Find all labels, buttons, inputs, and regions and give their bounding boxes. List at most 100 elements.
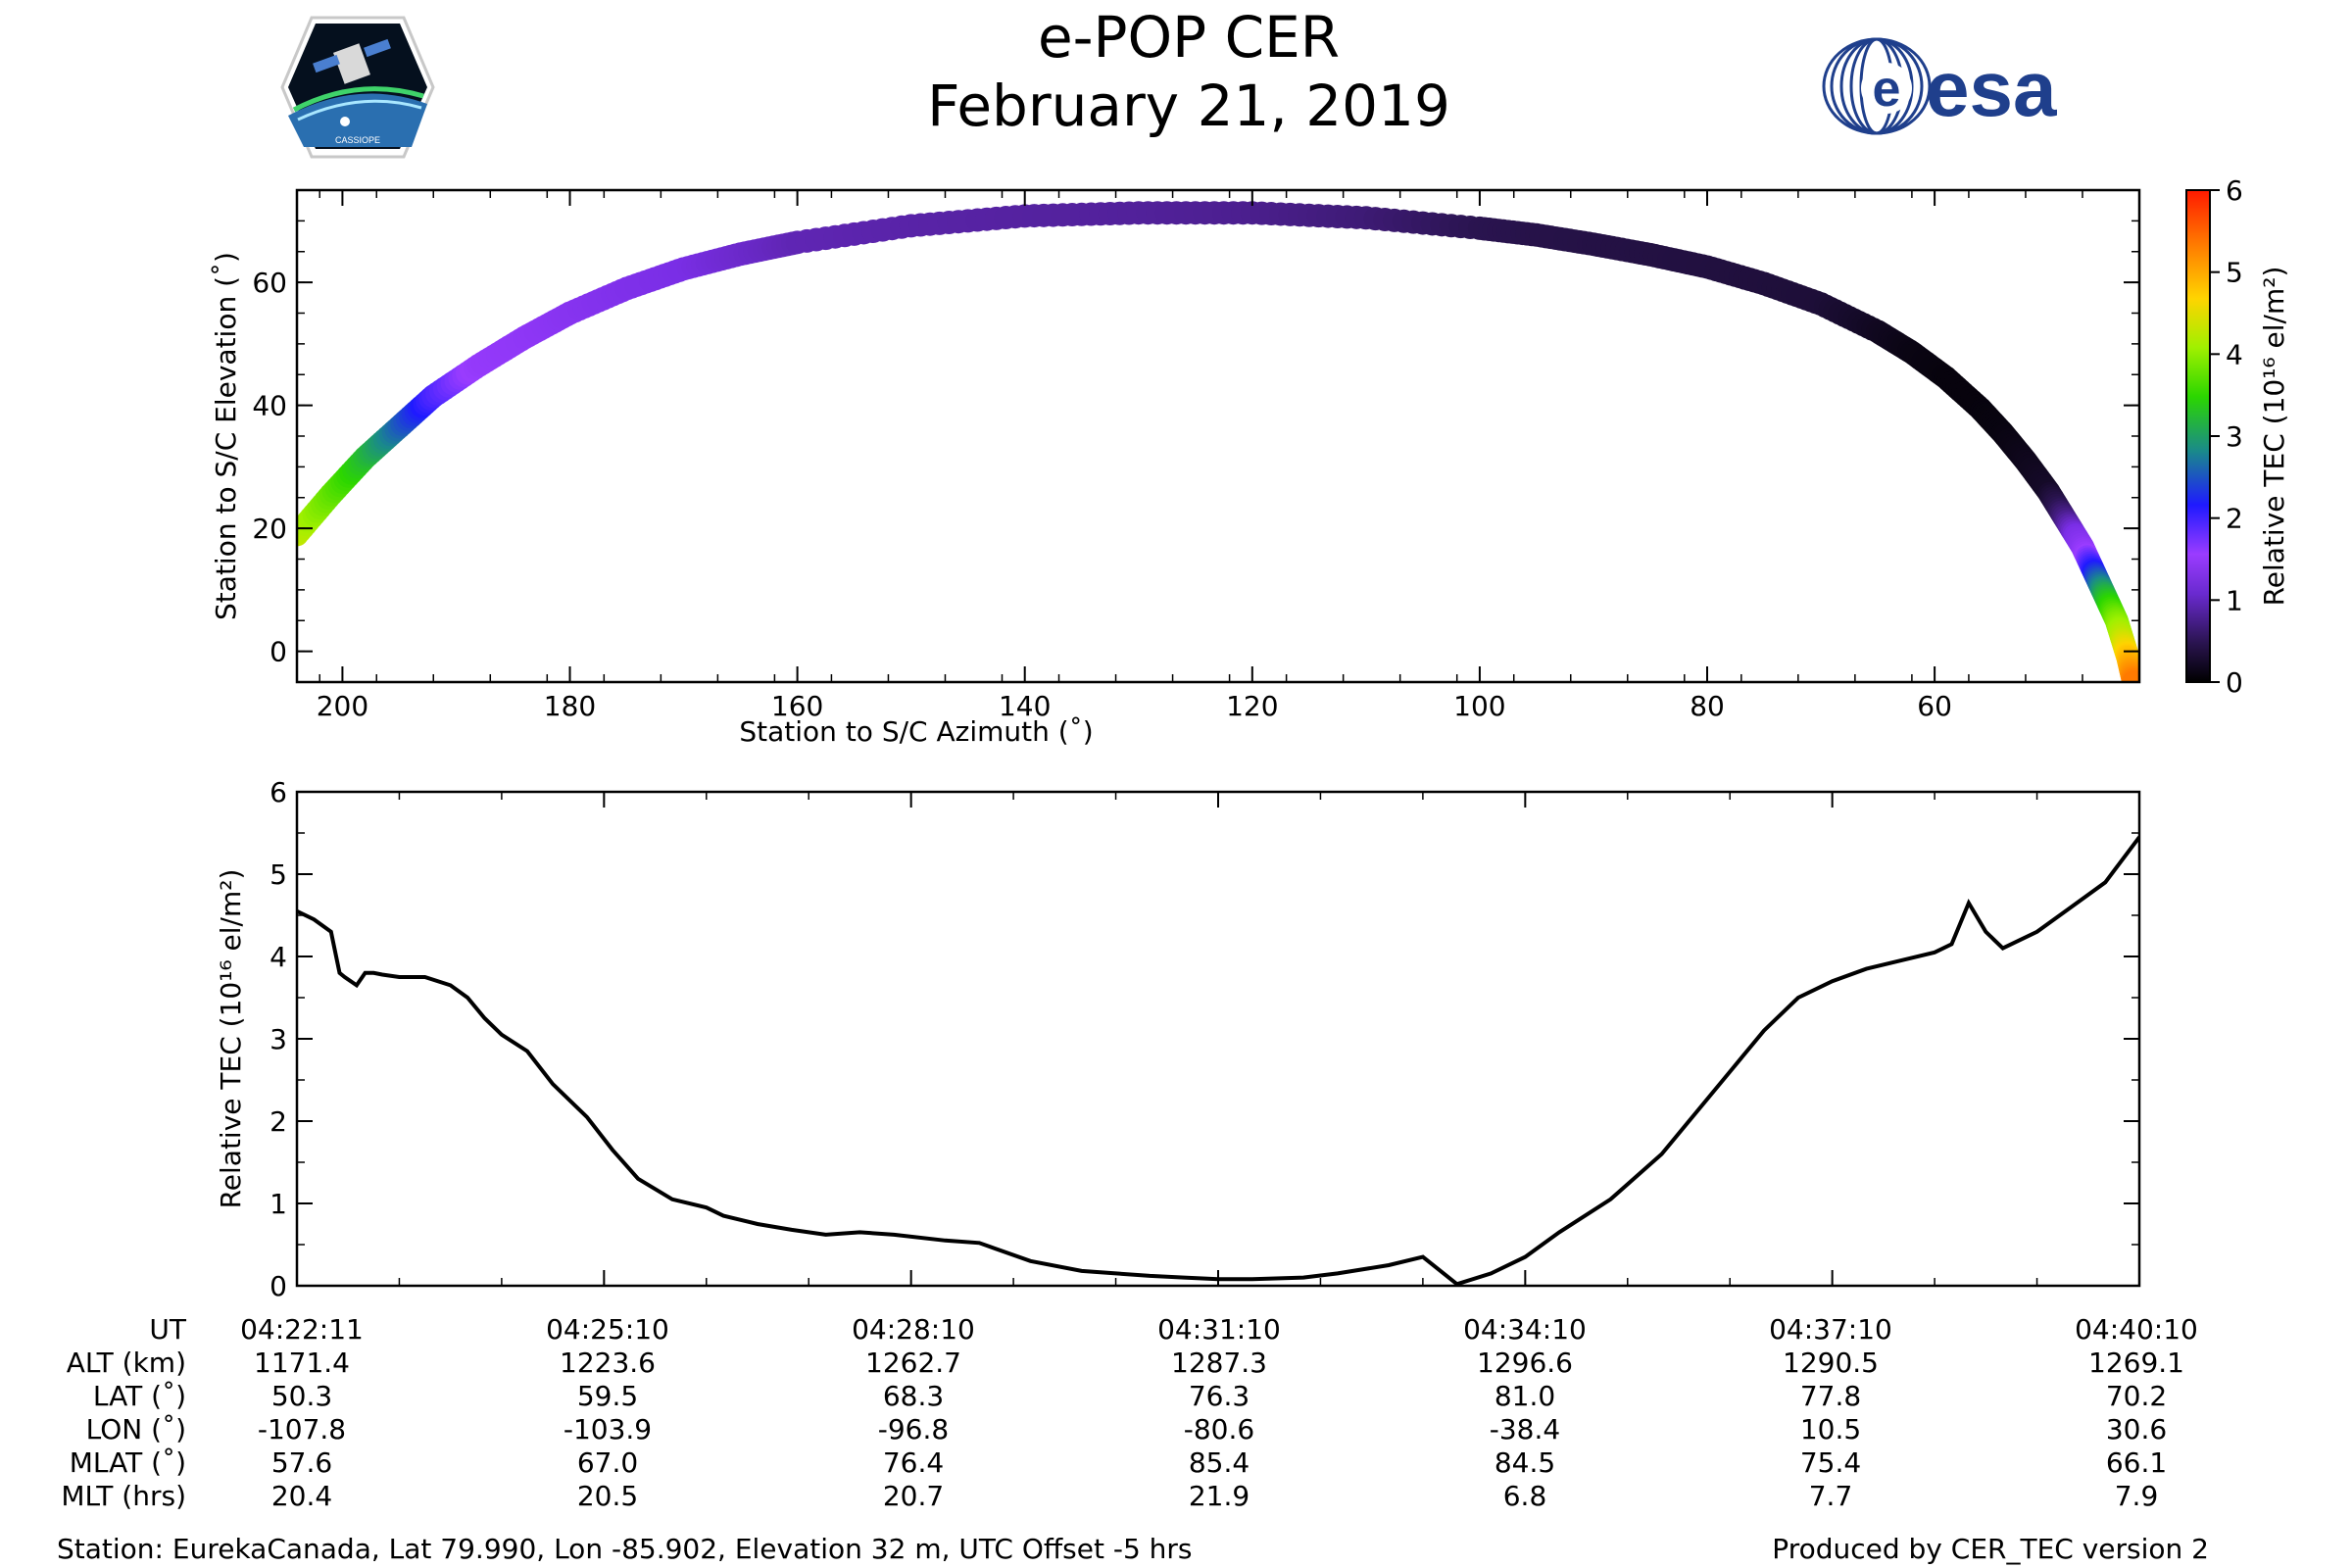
plot1-xlabel: Station to S/C Azimuth (˚) [739,715,1093,748]
x-tick-label: 60 [1917,690,1952,722]
ephemeris-cell: 04:40:10 [2075,1313,2198,1346]
ephemeris-cell: 10.5 [1800,1413,1861,1446]
ephemeris-cell: 30.6 [2106,1413,2167,1446]
y-tick-label: 3 [270,1023,287,1055]
ephemeris-cell: 21.9 [1189,1480,1250,1512]
ephemeris-cell: 1290.5 [1783,1347,1879,1379]
ephemeris-row-label: LON (˚) [86,1413,186,1446]
ephemeris-cell: 04:28:10 [852,1313,975,1346]
footer-producer: Produced by CER_TEC version 2 [1772,1533,2209,1565]
ephemeris-cell: 04:22:11 [240,1313,364,1346]
ephemeris-cell: 20.5 [577,1480,638,1512]
ephemeris-cell: 84.5 [1494,1446,1555,1479]
ephemeris-row-label: ALT (km) [67,1347,186,1379]
colorbar-ticks: 0 1 2 3 4 5 6 [2210,174,2243,699]
ephemeris-cell: 75.4 [1800,1446,1861,1479]
y-tick-label: 4 [270,941,287,973]
ephemeris-cell: 6.8 [1503,1480,1547,1512]
ephemeris-cell: 1296.6 [1477,1347,1573,1379]
colorbar-tick-label: 4 [2226,338,2243,370]
plot1-frame [295,188,2141,684]
ephemeris-cell: 1287.3 [1171,1347,1267,1379]
y-tick-label: 0 [270,636,287,668]
tec-series-line [297,835,2139,1286]
sky-track-plot: 200 180 160 140 120 100 80 60 0 20 40 60 Station to… [210,188,2141,748]
ephemeris-cell: 20.4 [271,1480,332,1512]
colorbar-gradient [2185,189,2211,683]
ephemeris-cell: 57.6 [271,1446,332,1479]
colorbar-tick-label: 0 [2226,666,2243,699]
ephemeris-cell: 04:34:10 [1463,1313,1587,1346]
ephemeris-cell: -80.6 [1184,1413,1254,1446]
ephemeris-cell: 76.3 [1189,1380,1250,1412]
ephemeris-cell: 70.2 [2106,1380,2167,1412]
ephemeris-cell: 81.0 [1494,1380,1555,1412]
x-tick-label: 120 [1226,690,1278,722]
ephemeris-cell: 77.8 [1800,1380,1861,1412]
colorbar-tick-label: 2 [2226,503,2243,535]
colorbar-tick-label: 6 [2226,174,2243,207]
y-tick-label: 0 [270,1270,287,1302]
colorbar-tick-label: 3 [2226,420,2243,453]
sky-track-series [297,201,2139,682]
x-tick-label: 180 [544,690,596,722]
y-tick-label: 6 [270,776,287,808]
ephemeris-cell: 1223.6 [560,1347,656,1379]
colorbar: 0 1 2 3 4 5 6 Relative TEC (10¹⁶ el/m²) [2185,174,2290,699]
ephemeris-cell: 68.3 [883,1380,944,1412]
ephemeris-cell: 66.1 [2106,1446,2167,1479]
track-point [2122,670,2139,682]
ephemeris-cell: -107.8 [258,1413,346,1446]
cassiope-logo-text: CASSIOPE [335,135,380,145]
chart-subtitle: February 21, 2019 [927,73,1450,139]
plot2-ylabel: Relative TEC (10¹⁶ el/m²) [215,869,247,1209]
y-tick-label: 60 [252,267,287,299]
ephemeris-row-label: MLT (hrs) [61,1480,186,1512]
ephemeris-cell: 20.7 [883,1480,944,1512]
y-tick-label: 20 [252,513,287,545]
tec-plot: 0 1 2 3 4 5 6 Relative TEC (10¹⁶ el/m²) [215,776,2141,1302]
plot1-ylabel: Station to S/C Elevation (˚) [210,252,242,620]
ephemeris-cell: 04:37:10 [1769,1313,1892,1346]
colorbar-tick-label: 1 [2226,584,2243,616]
y-tick-label: 5 [270,858,287,891]
svg-text:e: e [1873,61,1901,118]
ephemeris-cell: 67.0 [577,1446,638,1479]
ephemeris-row-label: MLAT (˚) [70,1446,186,1479]
ephemeris-cell: 04:25:10 [546,1313,669,1346]
ephemeris-cell: 76.4 [883,1446,944,1479]
ephemeris-cell: 1262.7 [865,1347,961,1379]
esa-logo: e esa [1822,37,2057,135]
ephemeris-cell: -38.4 [1490,1413,1560,1446]
esa-logo-text: esa [1926,45,2057,132]
cassiope-logo: CASSIOPE [280,16,435,159]
ephemeris-cell: 59.5 [577,1380,638,1412]
x-tick-label: 100 [1453,690,1505,722]
x-tick-label: 140 [999,690,1051,722]
ephemeris-cell: 50.3 [271,1380,332,1412]
ephemeris-row-label: UT [149,1313,186,1346]
x-tick-label: 80 [1690,690,1725,722]
ephemeris-cell: 85.4 [1189,1446,1250,1479]
ephemeris-cell: 04:31:10 [1157,1313,1281,1346]
x-tick-label: 160 [771,690,823,722]
y-tick-label: 40 [252,390,287,422]
ephemeris-cell: 7.9 [2115,1480,2159,1512]
chart-title: e-POP CER [1038,4,1340,71]
plot1-axes: 200 180 160 140 120 100 80 60 0 20 40 60 [252,189,2140,722]
plot2-frame [295,790,2141,1288]
y-tick-label: 1 [270,1188,287,1220]
ephemeris-cell: -96.8 [878,1413,949,1446]
ephemeris-cell: 1269.1 [2088,1347,2184,1379]
footer-station: Station: EurekaCanada, Lat 79.990, Lon -… [57,1533,1193,1565]
x-tick-label: 200 [317,690,368,722]
ephemeris-cell: -103.9 [564,1413,652,1446]
colorbar-tick-label: 5 [2226,257,2243,289]
y-tick-label: 2 [270,1105,287,1138]
ephemeris-row-label: LAT (˚) [93,1380,186,1412]
ephemeris-cell: 7.7 [1809,1480,1853,1512]
ephemeris-cell: 1171.4 [254,1347,350,1379]
colorbar-label: Relative TEC (10¹⁶ el/m²) [2258,267,2290,607]
